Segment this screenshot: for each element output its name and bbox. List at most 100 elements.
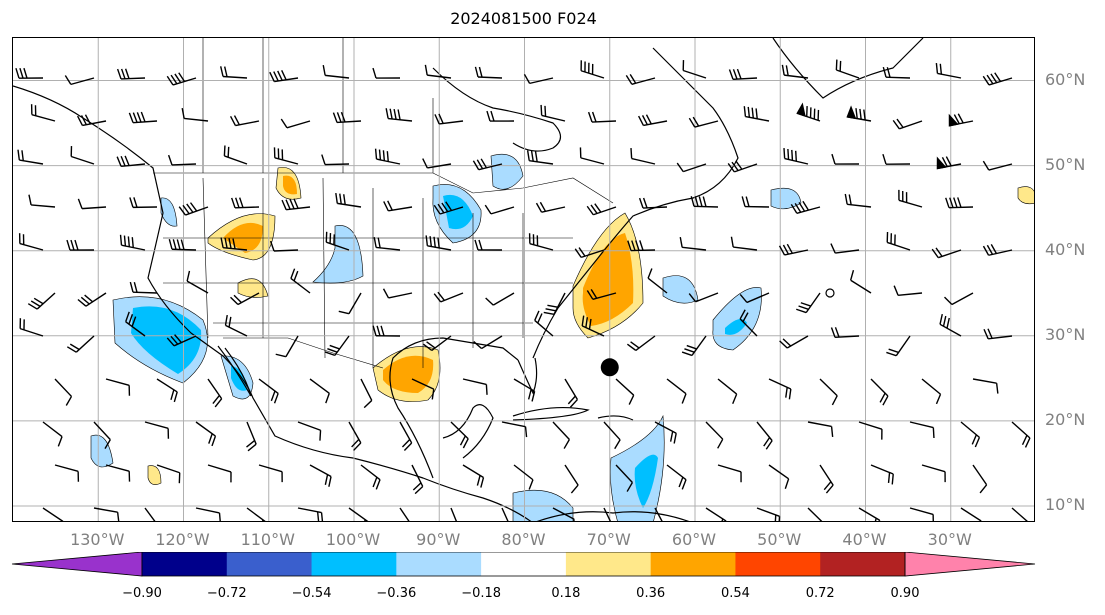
wind-barb — [898, 189, 923, 208]
wind-barb — [666, 378, 687, 404]
wind-barb — [948, 113, 974, 127]
wind-barb — [19, 318, 44, 337]
storm-center-marker[interactable] — [600, 358, 619, 377]
wind-barb — [335, 192, 362, 208]
pos-region-montana-core — [283, 175, 297, 195]
coast-hispaniola — [597, 415, 634, 421]
wind-barb — [638, 114, 668, 127]
wind-barb — [372, 67, 401, 79]
neg-region-atlantic-2 — [712, 287, 762, 351]
wind-barb — [297, 507, 324, 521]
coastlines — [13, 38, 924, 521]
wind-barb — [501, 507, 513, 521]
border-states-2 — [163, 237, 573, 324]
wind-barb — [717, 378, 738, 405]
wind-barb — [982, 244, 1013, 256]
wind-barb — [717, 464, 742, 483]
pos-region-northatl — [1017, 186, 1034, 205]
wind-barb — [528, 233, 554, 251]
wind-barb — [501, 421, 528, 438]
wind-barb — [186, 270, 209, 294]
wind-barb — [42, 421, 63, 447]
wind-barb — [586, 289, 617, 300]
wind-barb — [654, 507, 667, 521]
wind-barb — [220, 237, 248, 251]
coast-cuba — [512, 406, 590, 421]
wind-barb — [743, 106, 770, 122]
wind-barb — [983, 328, 1013, 340]
coast-baja — [217, 345, 252, 397]
wind-barb — [246, 507, 267, 521]
wind-barb — [472, 158, 503, 171]
neg-region-greatlakes-core — [443, 194, 473, 230]
wind-barb — [513, 464, 534, 490]
wind-barb — [728, 68, 758, 81]
pos-region-eastcoast-core — [582, 233, 634, 326]
longitude-tick-label: 50°W — [757, 530, 802, 549]
wind-barb — [796, 102, 821, 122]
neg-region-atlantic-2-core — [725, 319, 747, 335]
colorbar-bin — [820, 552, 906, 576]
coast-east-na — [532, 47, 739, 359]
wind-barb — [399, 421, 413, 451]
wind-barb — [944, 292, 974, 306]
wind-barb — [682, 60, 707, 79]
wind-barb — [325, 231, 350, 251]
wind-barb — [870, 464, 894, 485]
wind-barb — [128, 111, 158, 124]
wind-barb — [348, 507, 369, 521]
wind-barb — [543, 292, 566, 316]
wind-barb — [638, 197, 668, 209]
latitude-tick-label: 30°N — [1045, 324, 1086, 344]
longitude-tick-label: 110°W — [240, 530, 295, 549]
wind-barb — [886, 231, 911, 251]
wind-barb — [892, 118, 923, 130]
border-us-canada — [153, 172, 614, 204]
wind-barb — [982, 160, 1013, 171]
colorbar-bin — [735, 552, 821, 576]
wind-barb — [960, 507, 982, 521]
coast-florida — [517, 357, 538, 395]
wind-barb — [27, 292, 56, 310]
wind-barb — [17, 149, 44, 165]
wind-barb — [819, 378, 838, 406]
wind-barb — [290, 268, 311, 294]
neg-region-atlantic-1 — [662, 275, 699, 304]
coast-west-na — [13, 85, 532, 521]
wind-barb — [168, 238, 197, 251]
wind-barb — [484, 204, 515, 215]
neg-region-plains — [312, 225, 364, 284]
colorbar-bin — [311, 552, 397, 576]
wind-barb — [870, 378, 889, 406]
wind-barb — [281, 198, 311, 211]
wind-barb — [297, 421, 322, 441]
wind-barb — [921, 378, 942, 405]
wind-barb — [360, 378, 373, 409]
wind-barb — [77, 292, 107, 307]
wind-barb — [54, 378, 73, 406]
longitude-tick-label: 90°W — [416, 530, 461, 549]
neg-region-ontario — [490, 153, 524, 190]
wind-barb — [166, 334, 197, 347]
pos-region-mexico — [147, 465, 162, 485]
wind-barb — [434, 113, 464, 125]
wind-barb — [382, 288, 413, 299]
wind-barb — [630, 148, 656, 165]
wind-barb — [207, 464, 232, 483]
wind-barb — [144, 421, 170, 439]
wind-barb — [681, 335, 707, 357]
wind-barb — [485, 292, 515, 306]
colorbar-tick-label: 0.36 — [636, 586, 666, 601]
coast-south-am — [536, 511, 690, 521]
colorbar-tick-label: 0.54 — [720, 586, 750, 601]
wind-barb — [195, 421, 217, 447]
wind-barb — [705, 507, 727, 521]
wind-barb — [156, 378, 178, 403]
wind-barb — [385, 108, 413, 122]
wind-barb — [666, 464, 687, 490]
wind-barb — [627, 240, 656, 252]
wind-barb — [1011, 421, 1031, 448]
map-panel[interactable] — [12, 37, 1035, 522]
wind-barb — [42, 507, 64, 521]
colorbar-bin — [142, 552, 228, 576]
